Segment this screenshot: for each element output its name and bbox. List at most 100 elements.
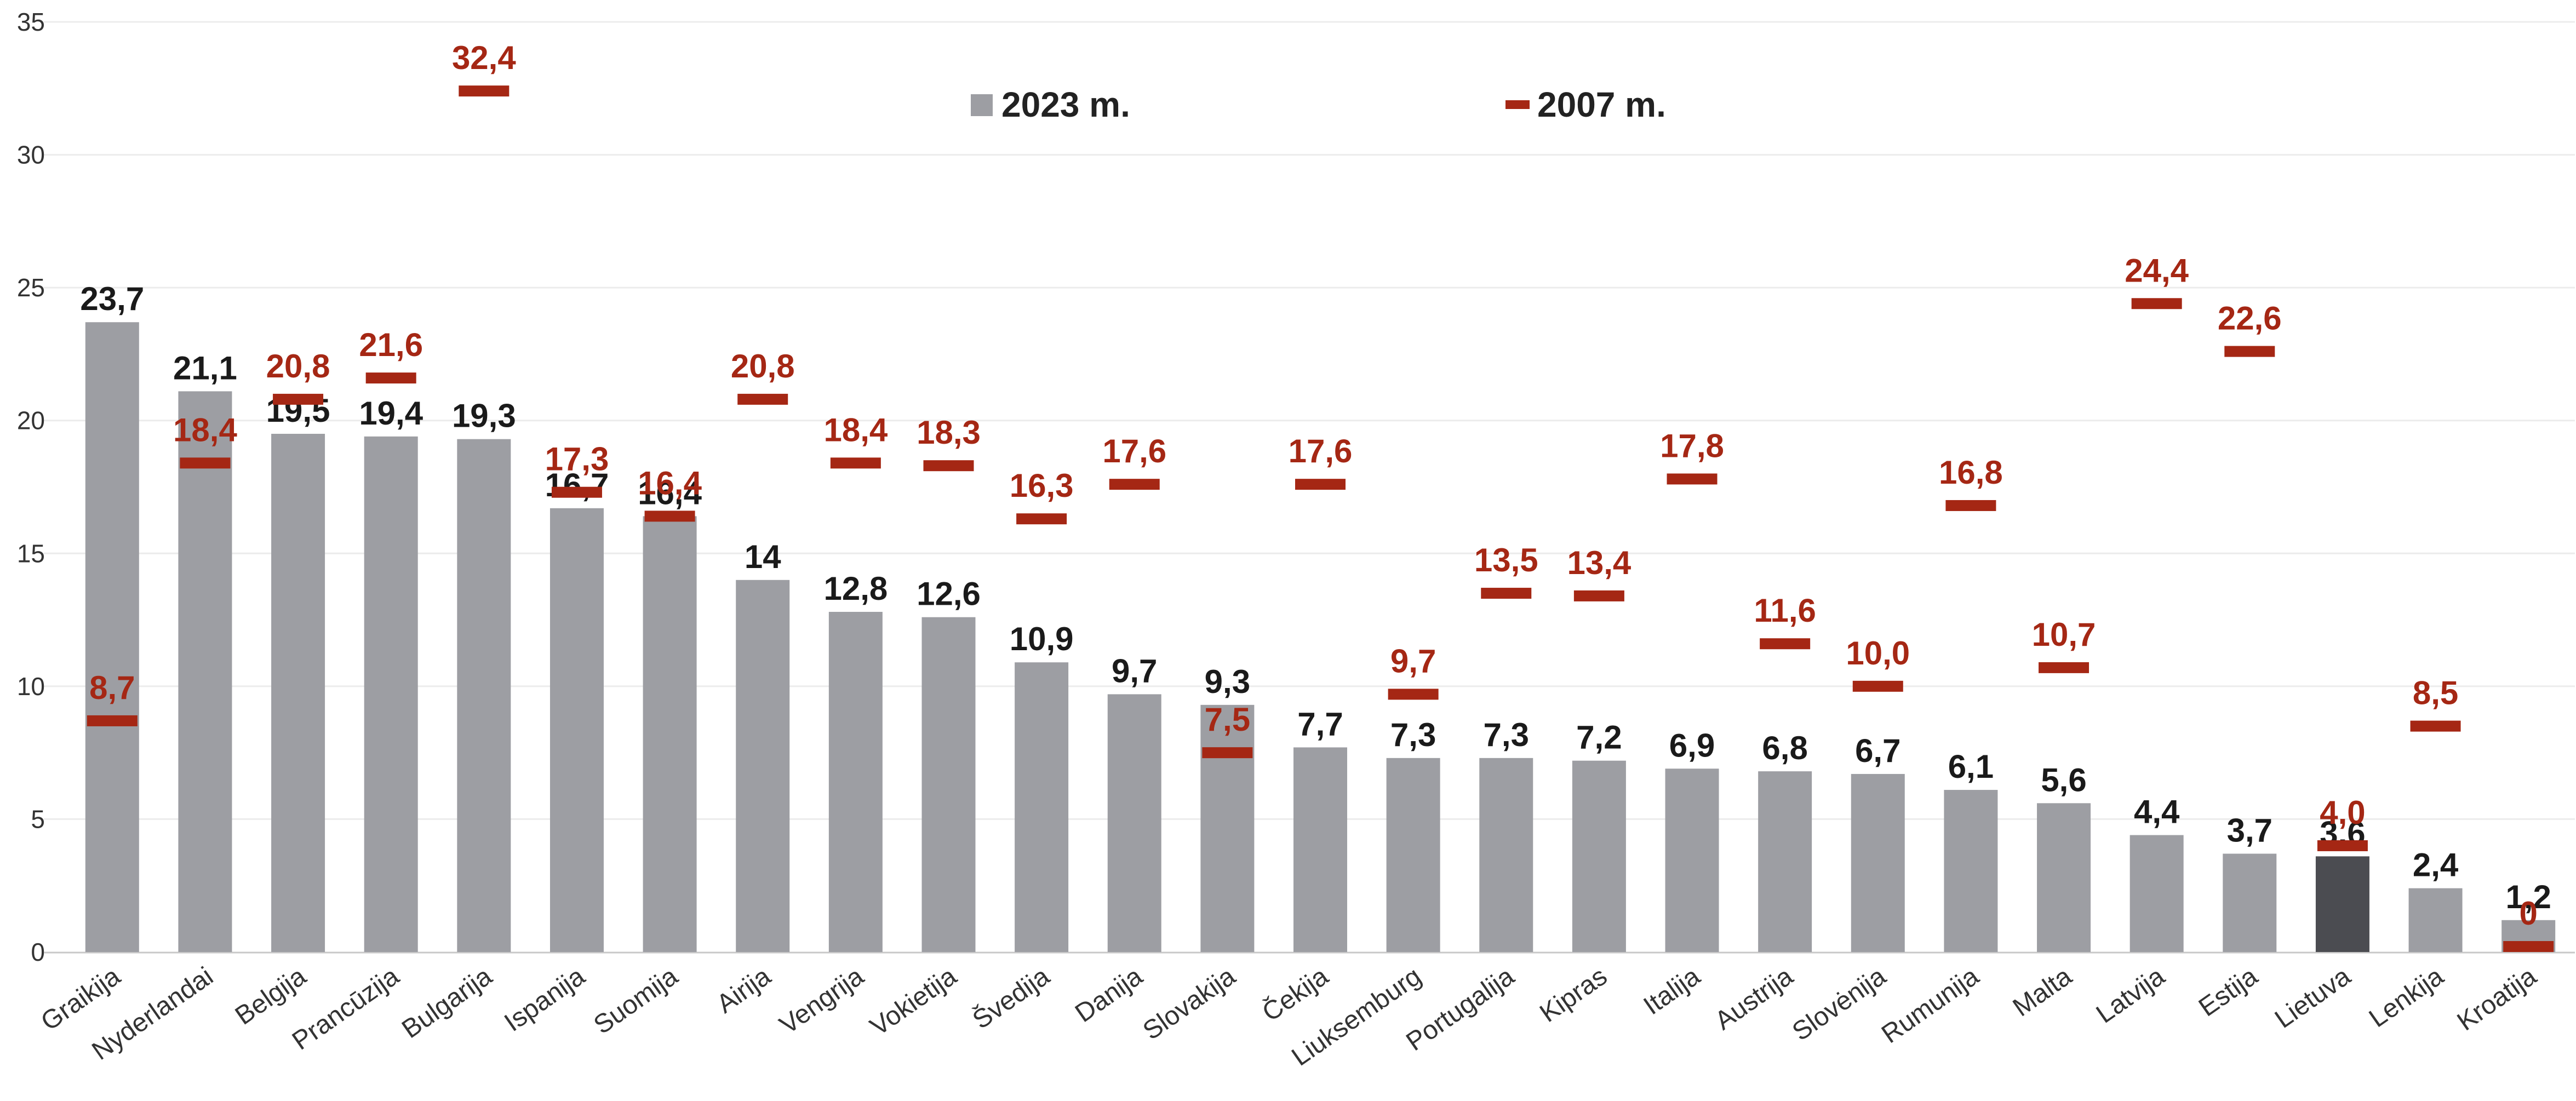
dash-2007	[180, 457, 231, 469]
data-label-2023: 12,6	[917, 576, 981, 612]
dash-2007	[273, 393, 324, 405]
bar-2023	[643, 516, 697, 952]
data-label-2007: 8,5	[2413, 675, 2458, 712]
dash-2007	[1016, 513, 1067, 525]
dash-2007	[2503, 941, 2554, 952]
data-label-2023: 19,3	[452, 398, 516, 434]
data-label-2023: 7,3	[1484, 716, 1529, 753]
dash-2007	[1295, 479, 1346, 490]
bar-2023	[85, 322, 139, 952]
x-category-label: Latvija	[2091, 961, 2170, 1029]
legend: 2023 m. 2007 m.	[971, 85, 1666, 124]
data-label-2023: 5,6	[2041, 761, 2086, 798]
x-category-label: Estija	[2194, 961, 2263, 1022]
dash-2007	[2317, 840, 2368, 851]
gridlines	[44, 21, 2575, 820]
dash-2007	[1667, 473, 1718, 485]
x-category-label: Kipras	[1535, 962, 1612, 1028]
bar-2023	[1479, 758, 1533, 952]
dash-2007	[1945, 500, 1996, 511]
data-label-2007: 24,4	[2125, 252, 2189, 289]
bars-2023	[85, 322, 2556, 952]
legend-label-2007: 2007 m.	[1537, 85, 1666, 124]
dash-2007	[1573, 590, 1624, 601]
data-label-2023: 7,3	[1390, 716, 1436, 753]
y-tick-label: 25	[17, 273, 45, 302]
dash-2007	[737, 393, 788, 405]
y-tick-label: 10	[17, 672, 45, 701]
data-label-2007: 18,4	[823, 411, 888, 448]
data-label-2007: 0	[2519, 895, 2537, 932]
x-category-label: Suomija	[588, 961, 683, 1040]
dash-2007	[2410, 720, 2461, 732]
bar-2023	[2223, 853, 2277, 952]
data-label-2023: 6,1	[1948, 748, 1994, 785]
dash-2007	[1202, 747, 1253, 759]
y-tick-label: 0	[31, 938, 45, 966]
data-label-2007: 18,4	[173, 411, 237, 448]
data-label-2023: 10,9	[1010, 621, 1074, 657]
bar-2023	[1665, 769, 1719, 952]
data-label-2007: 32,4	[452, 39, 516, 76]
x-category-label: Slovėnija	[1787, 961, 1891, 1046]
data-label-2023: 1,2	[2505, 879, 2551, 915]
bar-2023	[1572, 760, 1626, 952]
x-category-label: Bulgarija	[397, 961, 497, 1044]
data-label-2007: 20,8	[266, 348, 330, 385]
bar-2023	[364, 436, 418, 952]
legend-swatch-2007	[1505, 100, 1530, 109]
data-label-2007: 8,7	[89, 669, 135, 706]
data-label-2007: 13,5	[1474, 542, 1538, 578]
bar-2023	[1200, 704, 1255, 952]
y-tick-label: 5	[31, 805, 45, 833]
data-label-2007: 16,3	[1010, 467, 1074, 504]
bar-2023	[1015, 662, 1069, 952]
bar-2023	[271, 433, 325, 952]
dash-2007	[365, 372, 416, 384]
data-label-2007: 10,0	[1846, 635, 1910, 672]
y-tick-label: 35	[17, 8, 45, 36]
x-category-label: Rumunija	[1876, 961, 1984, 1049]
data-labels-2007: 8,7 18,4 20,8 21,6 32,4 17,3 16,4 20,8 18,4 18,3 1…	[89, 39, 2538, 932]
x-category-label: Italija	[1639, 961, 1705, 1020]
data-label-2007: 21,6	[359, 326, 423, 363]
data-label-2007: 16,8	[1939, 454, 2003, 491]
data-label-2007: 17,6	[1102, 433, 1166, 469]
bar-2023	[1758, 771, 1812, 952]
y-tick-label: 20	[17, 406, 45, 435]
data-label-2023: 6,7	[1855, 732, 1900, 769]
bar-2023	[1107, 694, 1161, 952]
data-label-2007: 9,7	[1390, 643, 1436, 679]
bar-2023	[549, 508, 604, 952]
x-category-label: Lenkija	[2364, 961, 2449, 1033]
data-label-2007: 16,4	[638, 465, 702, 501]
data-label-2007: 17,3	[545, 441, 609, 478]
data-label-2007: 18,3	[917, 414, 981, 451]
y-axis-ticks: 0 5 10 15 20 25 30 35	[17, 8, 45, 966]
dash-2007	[1388, 689, 1439, 700]
x-category-label: Austrija	[1710, 961, 1799, 1035]
data-label-2023: 14	[745, 538, 781, 575]
x-category-label: Prancūzija	[287, 961, 404, 1056]
data-label-2023: 21,1	[173, 349, 237, 386]
data-label-2023: 9,7	[1112, 652, 1157, 689]
x-category-label: Ispanija	[499, 961, 590, 1037]
bar-2023	[178, 391, 232, 952]
y-tick-label: 30	[17, 141, 45, 169]
x-category-label: Kroatija	[2452, 961, 2542, 1036]
x-category-label: Lietuva	[2270, 961, 2356, 1034]
data-label-2007: 10,7	[2032, 616, 2096, 653]
dash-2007	[2131, 298, 2182, 309]
x-category-label: Danija	[1070, 961, 1148, 1028]
data-label-2007: 20,8	[731, 348, 795, 385]
x-category-label: Vokietija	[865, 961, 962, 1041]
data-label-2023: 6,8	[1762, 730, 1807, 766]
data-label-2007: 13,4	[1567, 544, 1631, 581]
data-label-2023: 19,4	[359, 395, 423, 432]
data-label-2023: 3,7	[2227, 812, 2272, 848]
x-category-label: Vengrija	[775, 961, 869, 1040]
bar-2023	[921, 617, 976, 952]
bar-2023	[457, 439, 511, 952]
